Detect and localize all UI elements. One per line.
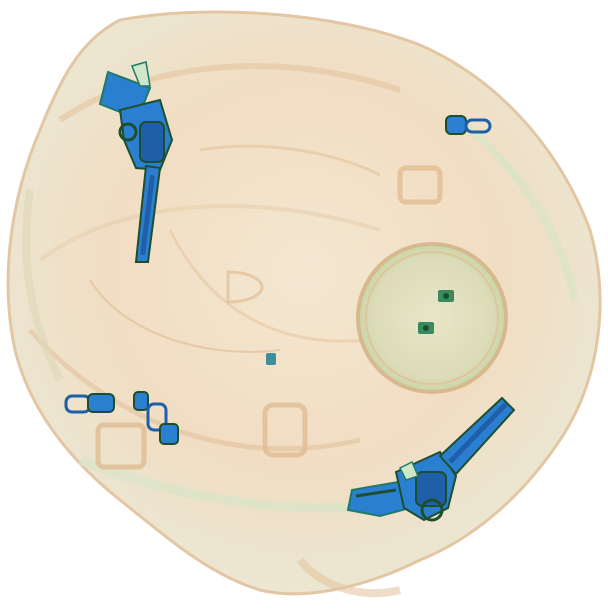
bag xyxy=(6,10,602,598)
revolver xyxy=(346,396,516,522)
round-container xyxy=(356,242,508,394)
zipper-pull xyxy=(64,393,115,414)
revolver xyxy=(98,61,174,263)
buckle xyxy=(95,422,147,470)
zipper-pull xyxy=(445,115,492,135)
small-metal-item xyxy=(266,353,276,365)
buckle xyxy=(397,165,443,205)
buckle xyxy=(262,402,308,458)
zipper-pull xyxy=(133,391,179,445)
